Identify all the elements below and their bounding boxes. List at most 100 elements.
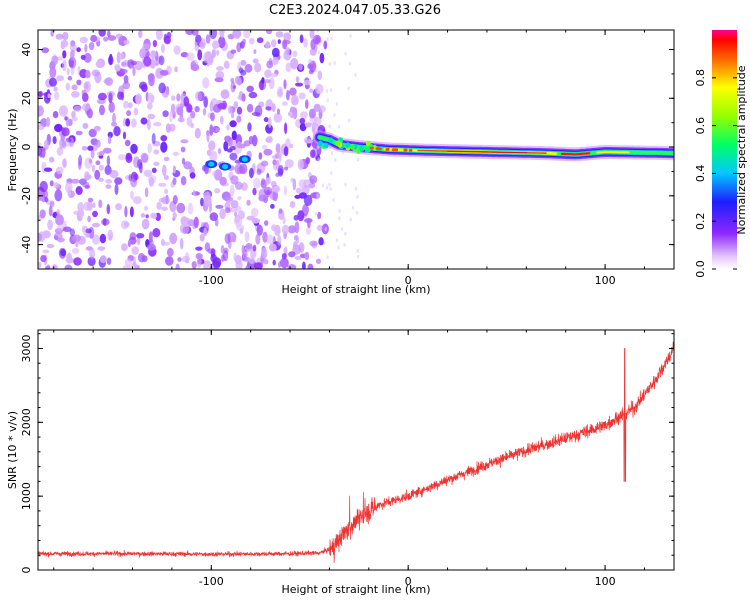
noise-blob	[304, 139, 314, 144]
noise-blob	[42, 249, 50, 254]
noise-blob	[223, 60, 230, 69]
noise-blob	[106, 257, 112, 265]
noise-speck	[330, 151, 334, 156]
noise-blob	[79, 36, 89, 44]
noise-speck	[316, 145, 320, 150]
noise-blob	[172, 212, 177, 219]
noise-speck	[348, 118, 351, 123]
noise-blob	[87, 256, 96, 267]
noise-blob	[290, 58, 299, 70]
noise-blob	[285, 62, 292, 73]
noise-blob	[315, 258, 322, 264]
noise-blob	[49, 66, 57, 79]
noise-blob	[203, 194, 212, 207]
noise-blob	[160, 135, 168, 142]
noise-blob	[131, 118, 137, 128]
noise-speck	[344, 51, 347, 56]
noise-blob	[75, 241, 79, 248]
noise-blob	[125, 153, 133, 163]
noise-blob	[248, 256, 256, 264]
colorbar-label: Normalized spectral amplitude	[735, 65, 748, 234]
noise-blob	[180, 176, 187, 186]
noise-blob	[107, 229, 114, 241]
noise-blob	[229, 146, 236, 151]
weak-signal-core	[208, 161, 215, 167]
noise-blob	[209, 101, 214, 112]
noise-blob	[107, 135, 112, 145]
noise-blob	[283, 247, 288, 254]
noise-blob	[277, 39, 281, 44]
noise-blob	[118, 154, 126, 161]
noise-blob	[241, 93, 246, 102]
noise-blob	[148, 174, 157, 185]
noise-blob	[251, 134, 258, 147]
noise-speck	[320, 39, 323, 44]
noise-blob	[194, 105, 200, 113]
noise-blob	[127, 240, 131, 248]
noise-blob	[38, 105, 44, 117]
noise-blob	[113, 126, 121, 137]
noise-blob	[126, 110, 132, 117]
noise-blob	[231, 130, 237, 141]
noise-blob	[193, 216, 199, 228]
track-yellow	[596, 150, 630, 154]
noise-blob	[243, 30, 251, 39]
noise-blob	[179, 237, 184, 250]
noise-blob	[293, 241, 298, 250]
noise-blob	[323, 40, 328, 50]
noise-blob	[146, 102, 153, 110]
noise-blob	[127, 102, 133, 109]
noise-speck	[326, 98, 329, 103]
noise-blob	[143, 56, 152, 67]
x-tick-label: -100	[199, 575, 224, 588]
noise-blob	[129, 232, 137, 241]
noise-blob	[112, 112, 116, 125]
noise-blob	[219, 30, 225, 38]
x-tick-label: 100	[595, 575, 616, 588]
colorbar: 0.0 0.2 0.4 0.6 0.8 Normalized spectral ampl…	[694, 30, 748, 278]
noise-blob	[132, 66, 136, 77]
noise-blob	[303, 179, 309, 189]
noise-blob	[283, 185, 287, 196]
noise-speck	[349, 34, 352, 39]
noise-blob	[284, 166, 289, 171]
noise-blob	[233, 252, 237, 261]
noise-speck	[337, 245, 340, 250]
noise-blob	[92, 143, 98, 152]
spectrogram-frame	[37, 29, 675, 270]
noise-blob	[158, 55, 165, 66]
noise-blob	[229, 184, 235, 197]
noise-blob	[254, 62, 262, 73]
noise-blob	[170, 103, 176, 115]
noise-blob	[38, 145, 43, 157]
noise-blob	[153, 122, 162, 127]
noise-blob	[270, 39, 277, 48]
noise-blob	[81, 181, 90, 188]
noise-blob	[60, 39, 69, 48]
noise-blob	[234, 181, 243, 190]
noise-blob	[76, 79, 82, 86]
noise-blob	[147, 143, 152, 154]
noise-blob	[217, 147, 222, 155]
noise-blob	[285, 47, 291, 56]
signal-track	[312, 130, 674, 162]
track-red	[560, 152, 591, 156]
noise-speck	[344, 182, 347, 187]
noise-speck	[328, 124, 331, 129]
noise-blob	[139, 48, 146, 59]
noise-speck	[317, 157, 320, 162]
noise-blob	[71, 84, 78, 91]
noise-blob	[230, 206, 238, 213]
noise-blob	[83, 82, 89, 90]
noise-blob	[141, 153, 149, 163]
noise-blob	[124, 258, 132, 267]
noise-blob	[121, 61, 127, 67]
noise-blob	[76, 47, 81, 53]
noise-blob	[220, 89, 230, 99]
noise-blob	[205, 34, 211, 44]
noise-blob	[176, 202, 186, 214]
noise-blob	[265, 106, 272, 111]
noise-blob	[191, 261, 197, 269]
noise-blob	[136, 236, 141, 246]
